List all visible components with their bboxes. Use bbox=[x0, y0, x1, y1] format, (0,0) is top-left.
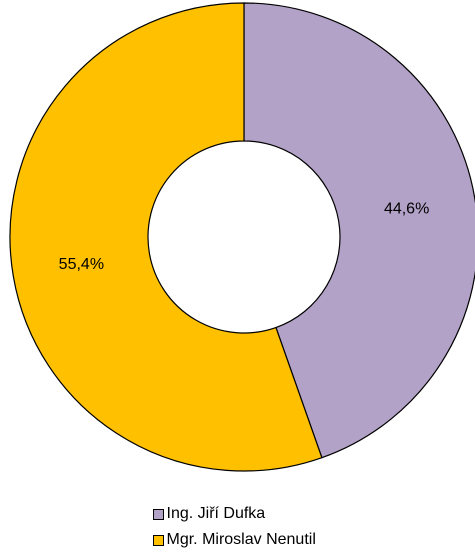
legend-swatch-0 bbox=[152, 508, 164, 520]
legend-swatch-1 bbox=[152, 534, 164, 546]
legend-item-0: Ing. Jiří Dufka bbox=[152, 503, 323, 525]
slice-label-1: 55,4% bbox=[59, 256, 104, 273]
legend-item-1: Mgr. Miroslav Nenutil bbox=[152, 529, 323, 551]
donut-slice-1 bbox=[9, 2, 323, 472]
donut-slice-0 bbox=[243, 2, 475, 459]
legend: Ing. Jiří Dufka Mgr. Miroslav Nenutil bbox=[0, 503, 475, 551]
legend-label-1: Mgr. Miroslav Nenutil bbox=[166, 531, 316, 548]
legend-label-0: Ing. Jiří Dufka bbox=[166, 505, 266, 522]
donut-chart: 44,6% 55,4% bbox=[9, 2, 475, 472]
slice-label-0: 44,6% bbox=[384, 200, 429, 217]
